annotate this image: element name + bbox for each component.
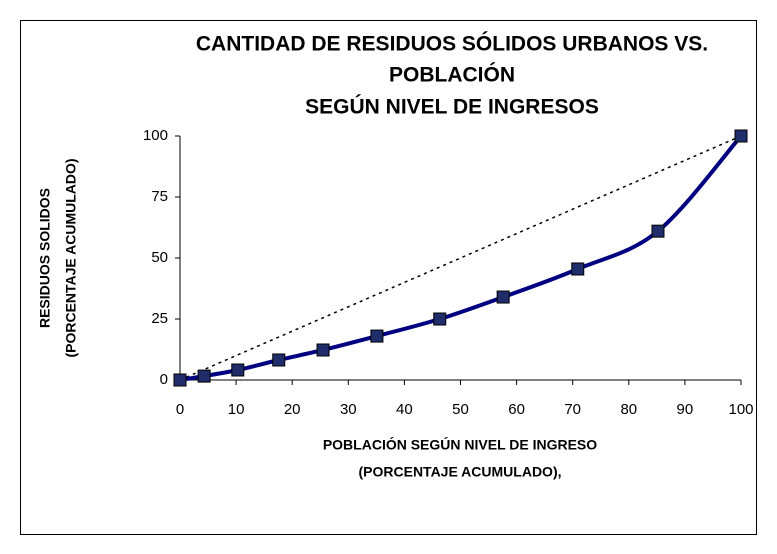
x-tick-label: 10 [228,401,245,418]
data-point [734,129,748,143]
chart-frame [20,20,757,535]
data-point [496,290,510,304]
y-tick-label: 50 [151,249,168,266]
data-point [197,369,211,383]
data-point [272,353,286,367]
data-point [370,329,384,343]
data-point [231,363,245,377]
chart-title: CANTIDAD DE RESIDUOS SÓLIDOS URBANOS VS. [196,32,708,56]
data-point [173,373,187,387]
y-tick-label: 100 [143,127,168,144]
x-axis-label: POBLACIÓN SEGÚN NIVEL DE INGRESO [323,436,597,453]
x-tick-label: 30 [340,401,357,418]
x-tick-label: 80 [620,401,637,418]
x-tick-label: 100 [728,401,753,418]
y-tick-label: 0 [160,371,168,388]
data-point [571,262,585,276]
data-point [433,312,447,326]
x-tick-label: 20 [284,401,301,418]
x-tick-label: 70 [564,401,581,418]
x-tick-label: 0 [176,401,184,418]
x-tick-label: 50 [452,401,469,418]
y-axis-label: RESIDUOS SOLIDOS [37,188,53,328]
y-tick-label: 25 [151,310,168,327]
y-axis-label: (PORCENTAJE ACUMULADO) [63,158,79,357]
data-point [316,343,330,357]
data-point [651,224,665,238]
x-tick-label: 90 [677,401,694,418]
x-tick-label: 40 [396,401,413,418]
y-tick-label: 75 [151,188,168,205]
x-tick-label: 60 [508,401,525,418]
x-axis-label: (PORCENTAJE ACUMULADO), [359,464,562,480]
chart-title: POBLACIÓN [389,63,515,87]
chart-title: SEGÚN NIVEL DE INGRESOS [305,95,599,119]
